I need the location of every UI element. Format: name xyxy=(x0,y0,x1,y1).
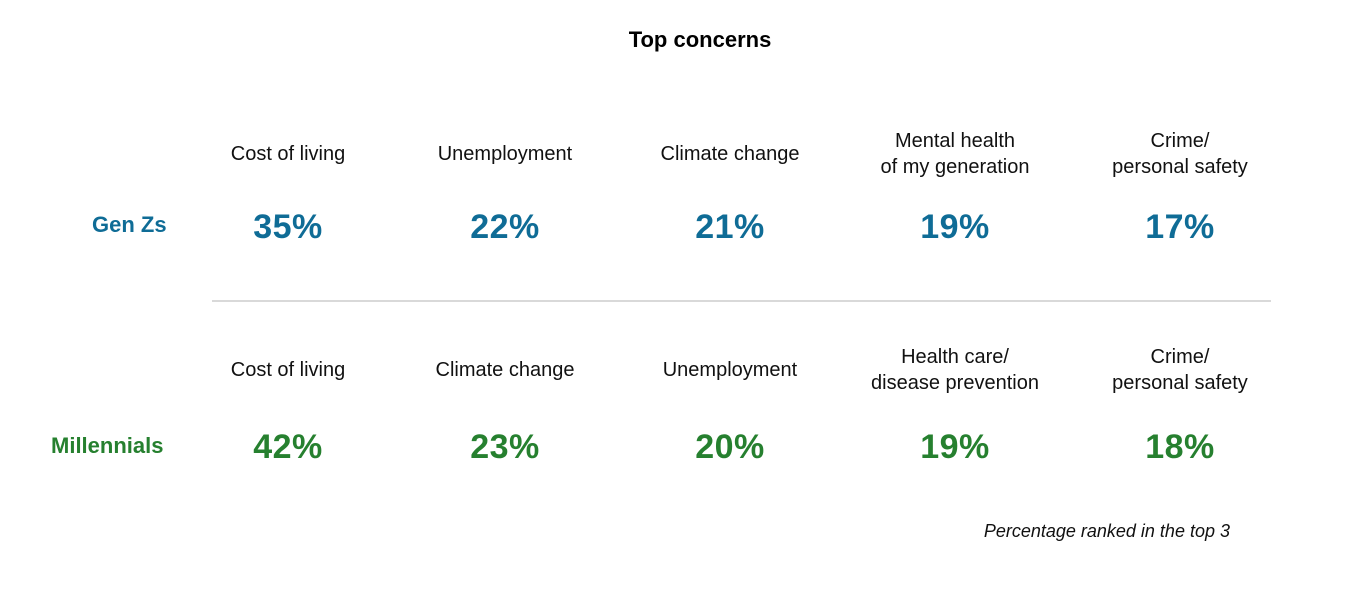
category-label: Unemployment xyxy=(437,143,573,165)
percentage-value: 20% xyxy=(695,428,765,466)
percentage-value: 19% xyxy=(920,428,990,466)
percentage-value: 35% xyxy=(253,208,323,246)
percentage-value: 21% xyxy=(695,208,765,246)
category-label: Unemployment xyxy=(662,359,798,381)
category-label: Cost of living xyxy=(230,359,346,381)
percentage-value: 18% xyxy=(1145,428,1215,466)
footnote: Percentage ranked in the top 3 xyxy=(983,521,1230,541)
chart-title: Top concerns xyxy=(628,27,772,52)
group-divider xyxy=(212,300,1271,302)
group-label-1: Millennials xyxy=(51,433,164,458)
group-label-0: Gen Zs xyxy=(92,212,167,237)
category-label: Mental health of my generation xyxy=(880,130,1030,178)
percentage-value: 23% xyxy=(470,428,540,466)
category-label: Climate change xyxy=(660,143,800,165)
percentage-value: 42% xyxy=(253,428,323,466)
category-label: Crime/ personal safety xyxy=(1112,346,1248,394)
percentage-value: 19% xyxy=(920,208,990,246)
category-label: Health care/ disease prevention xyxy=(871,346,1039,394)
percentage-value: 17% xyxy=(1145,208,1215,246)
percentage-value: 22% xyxy=(470,208,540,246)
category-label: Cost of living xyxy=(230,143,346,165)
category-label: Climate change xyxy=(435,359,575,381)
category-label: Crime/ personal safety xyxy=(1112,130,1248,178)
